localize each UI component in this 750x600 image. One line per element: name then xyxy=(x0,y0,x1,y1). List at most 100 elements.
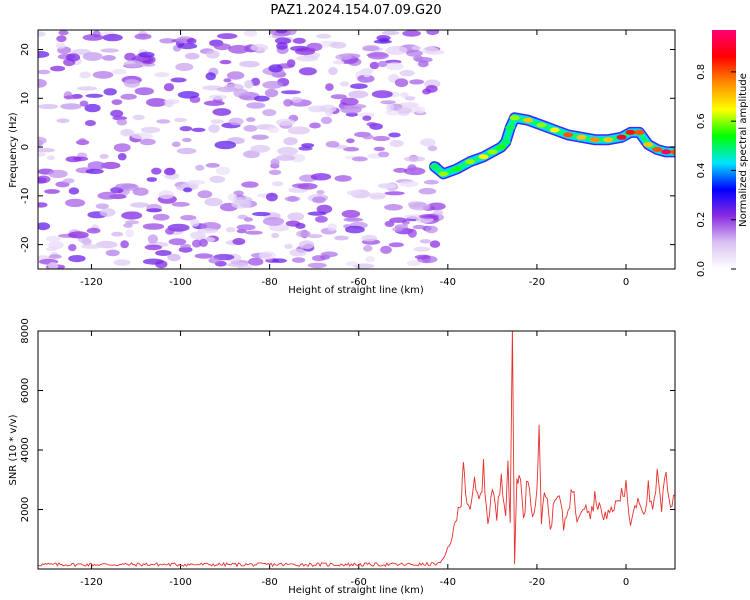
noise-blob xyxy=(283,99,293,107)
noise-blob xyxy=(205,163,220,168)
noise-blob xyxy=(167,253,181,262)
noise-blob xyxy=(340,81,350,87)
noise-blob xyxy=(419,239,432,244)
noise-blob xyxy=(38,202,48,208)
noise-blob xyxy=(243,124,258,132)
noise-blob xyxy=(423,179,439,185)
noise-blob xyxy=(320,251,338,258)
noise-blob xyxy=(87,161,106,170)
noise-blob xyxy=(384,220,395,227)
spectrogram-heatmap xyxy=(38,30,675,269)
noise-blob xyxy=(177,91,200,99)
noise-blob xyxy=(84,120,96,127)
noise-blob xyxy=(362,45,380,52)
noise-blob xyxy=(348,90,369,99)
noise-blob xyxy=(55,42,66,49)
noise-blob xyxy=(271,181,284,187)
noise-blob xyxy=(164,167,176,176)
noise-blob xyxy=(379,37,390,43)
signal-peak xyxy=(563,132,574,138)
noise-blob xyxy=(296,230,311,238)
colorbar-tick-label: 0.8 xyxy=(696,64,707,80)
noise-blob xyxy=(388,242,404,248)
noise-blob xyxy=(179,126,193,132)
noise-blob xyxy=(320,116,333,125)
noise-blob xyxy=(125,229,134,238)
noise-blob xyxy=(272,258,287,264)
noise-blob xyxy=(389,217,408,223)
noise-blob xyxy=(227,262,249,268)
noise-blob xyxy=(295,48,315,56)
noise-blob xyxy=(212,108,232,116)
noise-blob xyxy=(132,187,149,196)
noise-blob xyxy=(285,220,301,227)
signal-peak xyxy=(643,142,654,148)
noise-blob xyxy=(209,175,226,184)
x-tick-label: -120 xyxy=(80,577,103,588)
x-tick-label: -40 xyxy=(440,577,456,588)
noise-blob xyxy=(233,190,244,196)
noise-blob xyxy=(384,204,403,211)
snr-series-line xyxy=(38,331,675,568)
signal-track-band xyxy=(430,113,675,178)
noise-blob xyxy=(316,33,332,39)
noise-blob xyxy=(250,144,271,153)
signal-peak xyxy=(465,159,476,165)
noise-blob xyxy=(341,209,361,218)
spectrogram-y-axis-label: Frequency (Hz) xyxy=(8,112,19,188)
noise-blob xyxy=(155,260,168,269)
noise-blob xyxy=(102,33,123,42)
signal-peak xyxy=(429,164,440,170)
noise-blob xyxy=(38,103,59,110)
signal-peak xyxy=(505,125,516,131)
noise-blob xyxy=(103,88,117,96)
snr-axes-frame xyxy=(37,330,676,570)
noise-blob xyxy=(140,126,161,134)
noise-blob xyxy=(102,55,116,61)
noise-blob xyxy=(219,59,232,65)
noise-blob xyxy=(111,99,123,105)
spectrogram-axes-frame xyxy=(37,29,676,270)
noise-blob xyxy=(362,115,372,121)
noise-blob xyxy=(236,224,256,231)
noise-blob xyxy=(117,153,127,161)
noise-blob xyxy=(380,100,396,105)
noise-blob xyxy=(377,60,388,68)
noise-blob xyxy=(165,227,175,235)
noise-blob xyxy=(262,217,285,226)
noise-blob xyxy=(186,38,197,45)
noise-blob xyxy=(183,187,193,193)
noise-blob xyxy=(413,246,431,252)
signal-peak xyxy=(576,134,587,140)
noise-blob xyxy=(246,102,266,109)
noise-blob xyxy=(77,86,98,91)
noise-blob xyxy=(226,71,245,80)
colorbar-tick-label: 0.2 xyxy=(696,212,707,228)
noise-blob xyxy=(335,54,352,61)
noise-blob xyxy=(82,52,103,61)
noise-blob xyxy=(316,204,333,214)
noise-blob xyxy=(330,41,347,49)
noise-blob xyxy=(204,197,223,207)
noise-blob xyxy=(131,132,153,140)
noise-blob xyxy=(419,214,439,219)
noise-blob xyxy=(92,71,114,79)
noise-blob xyxy=(191,127,206,132)
noise-blob xyxy=(170,77,187,83)
noise-blob xyxy=(244,230,263,235)
noise-blob xyxy=(243,217,253,222)
noise-blob xyxy=(420,138,436,147)
noise-blob xyxy=(38,136,47,145)
noise-blob xyxy=(214,140,237,150)
noise-blob xyxy=(325,141,340,148)
noise-blob xyxy=(325,107,334,117)
x-tick-label: 0 xyxy=(623,277,629,288)
colorbar: 0.0 0.2 0.4 0.6 0.8 Normalized spectral ampl… xyxy=(696,30,749,277)
noise-blob xyxy=(309,122,321,129)
colorbar-gradient xyxy=(712,30,736,269)
noise-blob xyxy=(113,259,131,266)
snr-ticks: -120 -100 -80 -60 -40 -20 0 2000 4000 6000 8000 xyxy=(20,318,675,588)
noise-blob xyxy=(232,238,246,245)
noise-blob xyxy=(111,231,124,237)
noise-blob xyxy=(123,60,144,68)
